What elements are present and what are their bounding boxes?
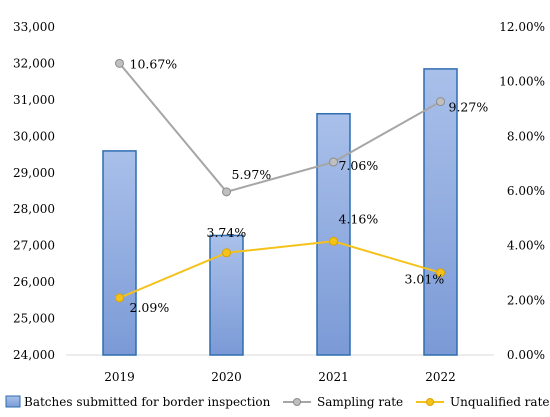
unqualified-rate-point [436, 268, 445, 278]
x-tick-label: 2022 [425, 370, 456, 384]
left-tick-label: 30,000 [13, 129, 55, 143]
x-tick-label: 2019 [104, 370, 135, 384]
unqualified-rate-label: 3.74% [207, 225, 247, 240]
left-tick-label: 28,000 [13, 202, 55, 216]
left-tick-label: 32,000 [13, 56, 55, 70]
unqualified-rate-point [115, 293, 124, 303]
right-tick-label: 8.00% [507, 129, 545, 143]
right-tick-label: 4.00% [507, 239, 545, 253]
left-tick-label: 27,000 [13, 239, 55, 253]
right-tick-label: 10.00% [499, 75, 545, 89]
x-axis: 2019 2020 2021 2022 [104, 370, 456, 384]
left-tick-label: 33,000 [13, 20, 55, 34]
legend-bar-label: Batches submitted for border inspection [24, 395, 271, 409]
bar [423, 68, 458, 356]
unqualified-rate-point [222, 248, 231, 258]
right-tick-label: 12.00% [499, 20, 545, 34]
sampling-rate-point [436, 97, 445, 107]
bar [102, 150, 137, 356]
bar-series [102, 68, 458, 356]
right-tick-label: 0.00% [507, 348, 545, 362]
unqualified-rate-line [119, 240, 441, 299]
left-tick-label: 29,000 [13, 166, 55, 180]
right-tick-label: 6.00% [507, 184, 545, 198]
legend-sampling-label: Sampling rate [317, 395, 403, 409]
data-labels: 10.67% 5.97% 7.06% 9.27% 2.09% 3.74% 4.16% 3.01… [130, 56, 489, 315]
unqualified-rate-label: 3.01% [405, 272, 445, 287]
legend-bar-swatch [5, 395, 21, 408]
left-axis: 24,000 25,000 26,000 27,000 28,000 29,000 30,0… [13, 20, 55, 362]
left-tick-label: 26,000 [13, 275, 55, 289]
sampling-rate-label: 7.06% [339, 158, 379, 173]
sampling-rate-point [222, 187, 231, 197]
unqualified-rate-label: 2.09% [130, 300, 170, 315]
sampling-rate-label: 10.67% [130, 56, 178, 71]
line-series [115, 58, 445, 303]
sampling-rate-point [115, 58, 124, 68]
bar [316, 112, 351, 356]
right-axis: 0.00% 2.00% 4.00% 6.00% 8.00% 10.00% 12.00% [499, 20, 545, 362]
left-tick-label: 25,000 [13, 312, 55, 326]
sampling-rate-point [329, 157, 338, 167]
unqualified-rate-label: 4.16% [339, 211, 379, 226]
sampling-rate-label: 9.27% [449, 100, 489, 115]
right-tick-label: 2.00% [507, 293, 545, 307]
unqualified-rate-point [329, 236, 338, 246]
sampling-rate-label: 5.97% [232, 167, 272, 182]
left-tick-label: 31,000 [13, 93, 55, 107]
legend: Batches submitted for border inspection S… [5, 395, 550, 409]
x-tick-label: 2021 [318, 370, 349, 384]
x-tick-label: 2020 [211, 370, 242, 384]
legend-marker [293, 398, 301, 406]
left-tick-label: 24,000 [13, 348, 55, 362]
legend-marker [426, 398, 434, 406]
sampling-rate-line [118, 62, 441, 193]
legend-unqualified-label: Unqualified rate [450, 395, 550, 409]
